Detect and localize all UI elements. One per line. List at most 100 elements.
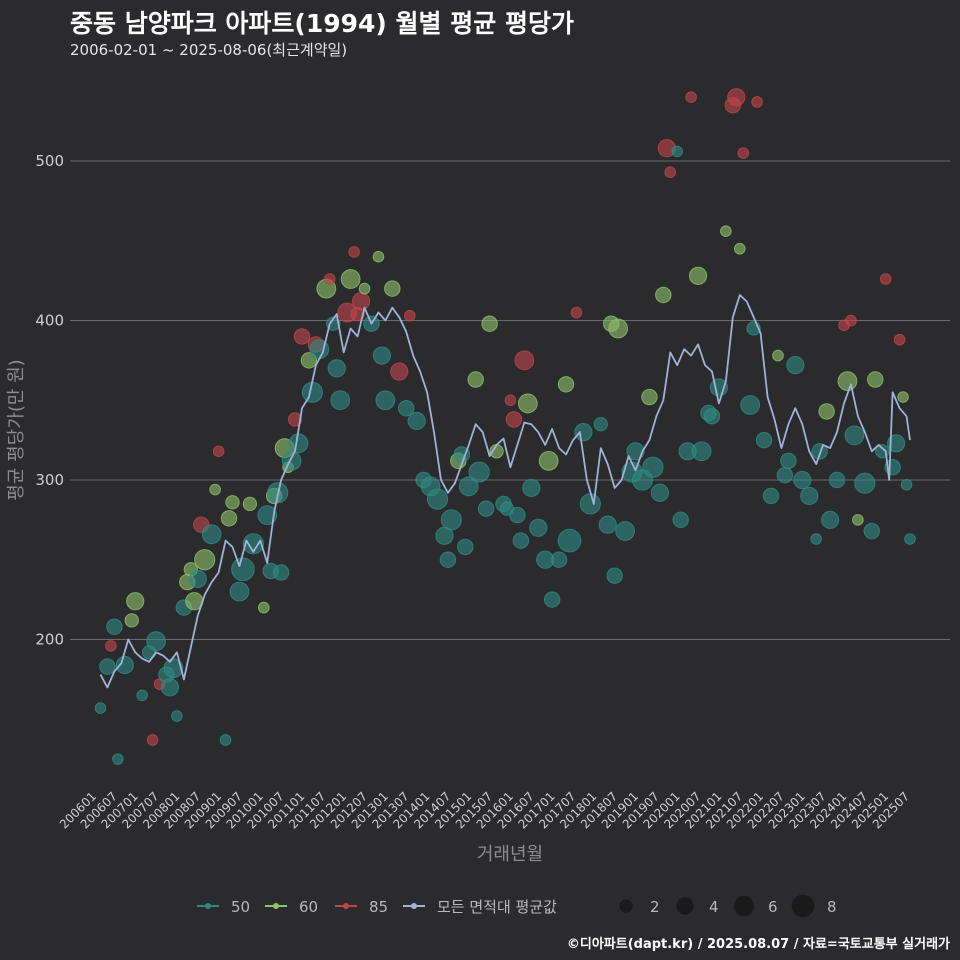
scatter-point-50	[136, 689, 148, 702]
scatter-point-50	[439, 551, 457, 568]
scatter-point-60	[517, 393, 538, 414]
scatter-point-50	[755, 431, 773, 449]
scatter-point-50	[327, 359, 346, 378]
y-axis-ticks: 200 300 400 500	[35, 152, 64, 649]
scatter-points	[94, 88, 916, 765]
scatter-point-60	[481, 315, 498, 332]
scatter-point-50	[800, 486, 819, 506]
scatter-point-60	[467, 371, 484, 388]
scatter-point-50	[398, 400, 415, 417]
scatter-point-50	[330, 390, 351, 411]
scatter-point-60	[557, 376, 575, 393]
scatter-point-50	[550, 551, 568, 568]
scatter-point-50	[615, 521, 635, 541]
legend-size-8: 8	[791, 894, 837, 918]
legend-label: 60	[299, 898, 318, 916]
scatter-point-50	[242, 533, 264, 555]
scatter-point-50	[257, 505, 278, 525]
scatter-point-60	[720, 225, 732, 237]
scatter-point-50	[94, 702, 107, 714]
scatter-point-50	[593, 417, 608, 432]
scatter-point-50	[281, 450, 302, 471]
scatter-point-85	[212, 445, 225, 458]
scatter-point-85	[737, 147, 750, 159]
scatter-point-50	[811, 443, 828, 460]
scatter-point-85	[664, 166, 677, 178]
scatter-point-85	[504, 394, 517, 407]
legend-size-label: 6	[768, 898, 778, 916]
scatter-point-50	[844, 425, 865, 446]
legend-swatch-dot	[273, 903, 279, 909]
scatter-point-60	[837, 371, 858, 391]
scatter-point-60	[372, 250, 385, 263]
scatter-point-85	[727, 88, 746, 107]
scatter-point-50	[529, 518, 548, 537]
scatter-point-85	[351, 292, 371, 311]
scatter-point-50	[288, 433, 309, 454]
scatter-point-50	[160, 678, 180, 697]
scatter-point-50	[642, 456, 664, 478]
page-subtitle: 2006-02-01 ~ 2025-08-06(최근계약일)	[70, 41, 348, 59]
scatter-point-60	[641, 388, 658, 406]
scatter-point-60	[384, 280, 401, 297]
scatter-point-50	[691, 441, 712, 462]
x-axis-title: 거래년월	[477, 844, 543, 865]
scatter-point-50	[440, 509, 462, 531]
scatter-point-60	[867, 371, 884, 388]
legend-label: 모든 면적대 평균값	[437, 898, 557, 916]
scatter-point-60	[126, 592, 145, 611]
scatter-point-50	[828, 471, 846, 489]
scatter-point-50	[407, 411, 426, 431]
scatter-point-85	[293, 328, 311, 345]
scatter-point-50	[326, 316, 341, 331]
scatter-point-50	[372, 346, 391, 365]
scatter-point-60	[209, 483, 221, 496]
scatter-point-60	[655, 286, 672, 304]
scatter-point-50	[219, 734, 232, 746]
scatter-point-50	[650, 483, 669, 502]
scatter-point-50	[557, 528, 582, 553]
scatter-point-50	[106, 618, 123, 635]
scatter-point-60	[124, 613, 139, 628]
legend-size-label: 4	[709, 898, 719, 916]
scatter-point-50	[543, 591, 561, 608]
scatter-point-60	[772, 349, 784, 362]
scatter-point-50	[272, 564, 290, 581]
legend: 50 60 85 모든 면적대 평균값 2 4 6 8	[197, 894, 837, 918]
scatter-point-50	[904, 533, 916, 545]
y-axis-title: 평균 평당가(만 원)	[6, 359, 27, 500]
scatter-point-60	[194, 549, 216, 571]
scatter-point-85	[879, 273, 892, 285]
legend-swatch-dot	[411, 903, 417, 909]
scatter-point-50	[606, 567, 623, 584]
scatter-point-50	[776, 466, 794, 484]
scatter-point-85	[570, 306, 583, 319]
y-tick-label: 500	[35, 152, 64, 170]
scatter-point-50	[99, 658, 116, 675]
scatter-point-50	[375, 390, 396, 411]
legend-size-label: 8	[827, 898, 837, 916]
scatter-point-50	[112, 753, 124, 765]
scatter-point-60	[852, 514, 864, 526]
average-line-layer	[99, 294, 911, 689]
legend-label: 85	[369, 898, 388, 916]
scatter-point-85	[505, 411, 523, 428]
scatter-point-50	[579, 493, 601, 515]
scatter-point-50	[509, 506, 526, 524]
scatter-point-85	[685, 91, 697, 103]
legend-size-4: 4	[676, 897, 719, 916]
x-axis-ticks: 2006012006072007012007072008012008072009…	[57, 789, 912, 831]
scatter-point-60	[358, 282, 371, 295]
scatter-point-50	[672, 511, 689, 529]
legend-size-2: 2	[619, 898, 660, 916]
y-tick-label: 200	[35, 631, 64, 649]
scatter-point-85	[514, 350, 535, 371]
scatter-point-50	[512, 532, 530, 549]
scatter-point-85	[348, 246, 360, 258]
scatter-point-85	[146, 734, 159, 746]
page-title: 중동 남양파크 아파트(1994) 월별 평균 평당가	[70, 9, 574, 38]
scatter-point-50	[468, 461, 490, 483]
scatter-point-50	[171, 710, 183, 722]
scatter-point-50	[671, 145, 684, 158]
scatter-point-60	[818, 403, 835, 420]
